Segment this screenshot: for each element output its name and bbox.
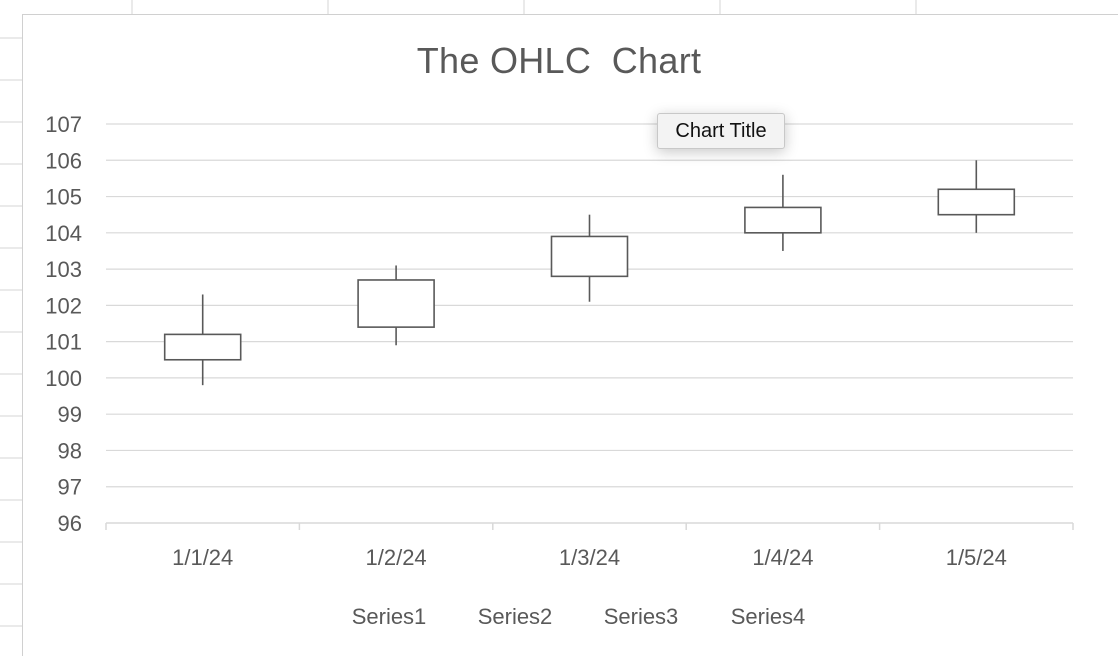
y-tick-label: 104 bbox=[45, 221, 82, 246]
legend-entry: Series3 bbox=[604, 604, 679, 629]
ohlc-box bbox=[744, 206, 822, 234]
chart-title-tooltip: Chart Title bbox=[657, 113, 785, 149]
y-tick-label: 99 bbox=[58, 402, 82, 427]
x-tick-label: 1/1/24 bbox=[172, 545, 233, 570]
y-tick-label: 98 bbox=[58, 438, 82, 463]
y-tick-label: 102 bbox=[45, 293, 82, 318]
x-tick-label: 1/4/24 bbox=[752, 545, 813, 570]
y-tick-label: 100 bbox=[45, 366, 82, 391]
y-tick-label: 107 bbox=[45, 112, 82, 137]
legend-entry: Series2 bbox=[478, 604, 553, 629]
ohlc-box bbox=[550, 235, 629, 278]
ohlc-box bbox=[357, 279, 435, 328]
y-tick-label: 103 bbox=[45, 257, 82, 282]
y-tick-label: 96 bbox=[58, 511, 82, 536]
x-tick-label: 1/3/24 bbox=[559, 545, 620, 570]
y-tick-label: 101 bbox=[45, 330, 82, 355]
y-tick-label: 97 bbox=[58, 475, 82, 500]
chart-title[interactable]: The OHLC Chart bbox=[416, 40, 702, 81]
ohlc-box bbox=[937, 188, 1016, 216]
y-tick-label: 105 bbox=[45, 185, 82, 210]
ohlc-box bbox=[163, 333, 242, 361]
legend-entry: Series4 bbox=[731, 604, 806, 629]
legend-entry: Series1 bbox=[352, 604, 427, 629]
x-tick-label: 1/5/24 bbox=[946, 545, 1007, 570]
y-tick-label: 106 bbox=[45, 148, 82, 173]
x-tick-label: 1/2/24 bbox=[366, 545, 427, 570]
